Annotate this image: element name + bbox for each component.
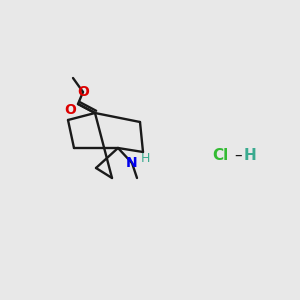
Text: H: H xyxy=(140,152,150,164)
Text: O: O xyxy=(77,85,89,99)
Text: N: N xyxy=(126,156,138,170)
Text: O: O xyxy=(64,103,76,117)
Text: Cl: Cl xyxy=(212,148,228,163)
Text: H: H xyxy=(244,148,256,163)
Text: –: – xyxy=(234,148,242,163)
